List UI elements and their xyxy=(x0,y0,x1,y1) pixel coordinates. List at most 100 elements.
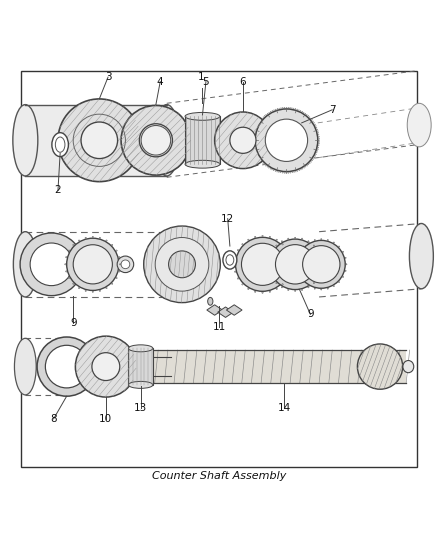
Ellipse shape xyxy=(281,241,283,242)
Ellipse shape xyxy=(116,250,117,251)
Ellipse shape xyxy=(185,112,220,120)
Ellipse shape xyxy=(286,278,288,279)
Ellipse shape xyxy=(81,122,117,158)
Ellipse shape xyxy=(247,239,249,240)
Ellipse shape xyxy=(343,276,344,278)
Ellipse shape xyxy=(242,244,243,245)
Text: 1: 1 xyxy=(198,72,205,82)
Ellipse shape xyxy=(320,271,321,272)
Ellipse shape xyxy=(73,283,74,285)
Ellipse shape xyxy=(247,288,249,289)
Ellipse shape xyxy=(265,119,307,161)
Ellipse shape xyxy=(121,106,191,175)
Ellipse shape xyxy=(403,360,414,373)
Ellipse shape xyxy=(254,107,319,173)
Ellipse shape xyxy=(234,256,236,257)
Ellipse shape xyxy=(276,282,277,284)
Ellipse shape xyxy=(308,287,309,288)
Ellipse shape xyxy=(255,109,318,172)
Bar xyxy=(128,349,153,385)
Ellipse shape xyxy=(52,133,68,157)
Ellipse shape xyxy=(269,291,271,293)
Text: 2: 2 xyxy=(55,185,61,195)
Ellipse shape xyxy=(116,277,117,279)
Ellipse shape xyxy=(313,282,314,284)
Ellipse shape xyxy=(106,240,107,241)
Ellipse shape xyxy=(92,236,93,238)
Ellipse shape xyxy=(121,260,130,269)
Ellipse shape xyxy=(303,246,340,283)
Ellipse shape xyxy=(299,251,300,252)
Text: 14: 14 xyxy=(278,403,291,413)
Ellipse shape xyxy=(262,292,263,293)
Ellipse shape xyxy=(262,235,263,237)
Ellipse shape xyxy=(234,271,236,272)
Ellipse shape xyxy=(106,287,107,289)
Ellipse shape xyxy=(346,264,347,265)
Ellipse shape xyxy=(139,124,173,157)
Ellipse shape xyxy=(30,243,73,286)
Ellipse shape xyxy=(230,127,256,154)
Ellipse shape xyxy=(119,271,120,272)
Text: 8: 8 xyxy=(50,414,57,424)
Ellipse shape xyxy=(78,240,80,241)
Ellipse shape xyxy=(269,257,270,258)
Ellipse shape xyxy=(345,270,346,271)
Ellipse shape xyxy=(321,264,322,265)
Ellipse shape xyxy=(294,237,296,238)
Ellipse shape xyxy=(281,287,283,288)
Text: 12: 12 xyxy=(221,214,234,224)
Ellipse shape xyxy=(357,344,403,389)
Ellipse shape xyxy=(208,297,213,305)
Ellipse shape xyxy=(13,104,38,176)
Ellipse shape xyxy=(276,245,277,246)
Ellipse shape xyxy=(68,250,70,251)
Ellipse shape xyxy=(75,336,136,397)
Ellipse shape xyxy=(92,291,93,293)
Ellipse shape xyxy=(301,289,303,290)
Bar xyxy=(25,104,167,176)
Ellipse shape xyxy=(327,239,328,240)
Ellipse shape xyxy=(141,125,171,155)
Ellipse shape xyxy=(99,237,101,238)
Ellipse shape xyxy=(14,338,36,395)
Ellipse shape xyxy=(169,251,195,278)
Ellipse shape xyxy=(288,238,289,239)
Polygon shape xyxy=(218,307,233,318)
Ellipse shape xyxy=(282,244,283,245)
Ellipse shape xyxy=(288,289,289,290)
Ellipse shape xyxy=(254,236,256,238)
Ellipse shape xyxy=(321,289,322,290)
Bar xyxy=(185,116,220,164)
Ellipse shape xyxy=(318,251,319,252)
Text: 6: 6 xyxy=(240,77,246,86)
Ellipse shape xyxy=(128,345,153,352)
Bar xyxy=(145,350,406,383)
Text: 7: 7 xyxy=(329,105,336,115)
Ellipse shape xyxy=(85,237,86,238)
Text: Counter Shaft Assembly: Counter Shaft Assembly xyxy=(152,471,286,481)
Ellipse shape xyxy=(13,232,37,297)
Polygon shape xyxy=(226,305,242,315)
Ellipse shape xyxy=(286,249,288,251)
Text: 9: 9 xyxy=(70,318,77,328)
Ellipse shape xyxy=(313,245,314,246)
Ellipse shape xyxy=(112,244,113,246)
Ellipse shape xyxy=(289,271,290,272)
Ellipse shape xyxy=(410,223,433,289)
Ellipse shape xyxy=(185,160,220,168)
Ellipse shape xyxy=(237,249,239,251)
Ellipse shape xyxy=(308,286,309,287)
Ellipse shape xyxy=(66,256,67,258)
Text: 11: 11 xyxy=(212,322,226,333)
Ellipse shape xyxy=(276,245,315,284)
Text: 13: 13 xyxy=(134,403,147,413)
Ellipse shape xyxy=(270,239,321,289)
Ellipse shape xyxy=(55,137,65,152)
Ellipse shape xyxy=(308,242,309,243)
Ellipse shape xyxy=(237,278,239,279)
Ellipse shape xyxy=(343,251,344,252)
Ellipse shape xyxy=(308,241,309,242)
Ellipse shape xyxy=(66,271,67,272)
Ellipse shape xyxy=(67,238,119,290)
